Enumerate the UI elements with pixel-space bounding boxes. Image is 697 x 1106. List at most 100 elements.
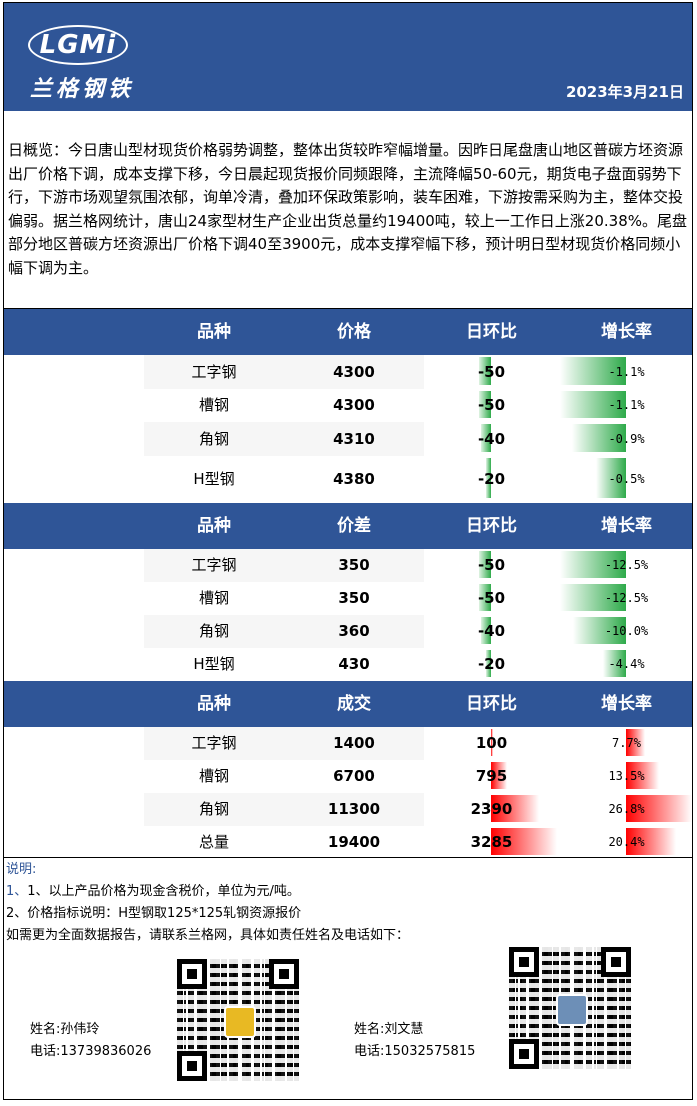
growth-rate-cell: 7.7%	[612, 736, 641, 750]
growth-rate-bar	[560, 584, 626, 611]
growth-rate-cell: 26.8%	[608, 802, 645, 816]
table-row: 槽钢 350 -50 -12.5%	[4, 582, 692, 615]
col-header-volume: 成交	[337, 694, 371, 714]
logo-oval	[28, 25, 128, 65]
col-header-variety: 品种	[197, 322, 231, 342]
growth-rate-cell: -1.1%	[608, 398, 645, 412]
col-header-growth-rate: 增长率	[601, 516, 652, 536]
variety-cell: 槽钢	[144, 582, 284, 615]
col-header-growth-rate: 增长率	[601, 322, 652, 342]
growth-rate-bar	[572, 424, 626, 452]
contact-phone: 电话:13739836026	[30, 1044, 152, 1059]
change-bar	[486, 458, 491, 498]
growth-rate-cell: -0.5%	[608, 472, 645, 486]
table-row: 角钢 4310 -40 -0.9%	[4, 422, 692, 456]
logo-chinese-name: 兰格钢铁	[30, 76, 135, 102]
logo: LGMi	[39, 30, 117, 60]
variety-cell: 工字钢	[144, 727, 284, 760]
growth-rate-bar	[626, 729, 645, 756]
variety-cell: 总量	[144, 826, 284, 859]
table-row: 槽钢 4300 -50 -1.1%	[4, 389, 692, 422]
variety-cell: 槽钢	[144, 389, 284, 422]
daily-change-cell: -20	[477, 655, 506, 673]
variety-cell: 工字钢	[144, 355, 284, 389]
growth-rate-cell: -1.1%	[608, 365, 645, 379]
daily-change-cell: -20	[477, 470, 506, 488]
change-bar	[479, 391, 491, 418]
growth-rate-cell: 13.5%	[608, 769, 645, 783]
contact-name: 姓名:刘文慧	[354, 1022, 424, 1037]
change-bar	[491, 762, 507, 789]
avatar-icon	[556, 994, 588, 1026]
daily-change-cell: -50	[477, 363, 506, 381]
table-row: 工字钢 4300 -50 -1.1%	[4, 355, 692, 389]
table-row: H型钢 430 -20 -4.4%	[4, 648, 692, 681]
report-frame: LGMi 兰格钢铁 2023年3月21日 日概览：今日唐山型材现货价格弱势调整，…	[3, 2, 693, 1100]
variety-cell: H型钢	[144, 648, 284, 681]
notes-title: 说明:	[6, 862, 37, 877]
change-bar	[481, 617, 491, 644]
col-header-spread: 价差	[337, 516, 371, 536]
growth-rate-cell: -0.9%	[608, 432, 645, 446]
qr-code-icon	[509, 947, 631, 1069]
qr-code-icon	[177, 959, 299, 1081]
col-header-variety: 品种	[197, 516, 231, 536]
growth-rate-cell: -12.5%	[604, 558, 649, 572]
growth-rate-cell: -12.5%	[604, 591, 649, 605]
table-header-volume: 品种 成交 日环比 增长率	[4, 681, 692, 727]
col-header-daily-change: 日环比	[466, 322, 517, 342]
table-row: 总量 19400 3285 20.4%	[4, 826, 692, 859]
growth-rate-bar	[626, 762, 660, 789]
daily-change-cell: 795	[475, 767, 508, 785]
variety-cell: 槽钢	[144, 760, 284, 793]
variety-cell: 角钢	[144, 615, 284, 648]
daily-overview: 日概览：今日唐山型材现货价格弱势调整，整体出货较昨窄幅增量。因昨日尾盘唐山地区普…	[8, 141, 688, 277]
value-cell: 4310	[284, 422, 424, 456]
value-cell: 350	[284, 582, 424, 615]
growth-rate-bar	[626, 795, 692, 822]
value-cell: 4380	[284, 456, 424, 502]
divider	[4, 308, 692, 309]
table-header-spread: 品种 价差 日环比 增长率	[4, 503, 692, 549]
table-header-prices: 品种 价格 日环比 增长率	[4, 309, 692, 355]
value-cell: 11300	[284, 793, 424, 826]
notes-line: 1、1、以上产品价格为现金含税价，单位为元/吨。	[6, 884, 300, 899]
change-bar	[479, 551, 491, 578]
daily-change-cell: 100	[475, 734, 508, 752]
variety-cell: 角钢	[144, 422, 284, 456]
growth-rate-bar	[560, 551, 626, 578]
value-cell: 430	[284, 648, 424, 681]
flower-icon	[224, 1006, 256, 1038]
daily-change-cell: -40	[477, 430, 506, 448]
contact-1: 姓名:孙伟玲 电话:13739836026	[30, 1019, 151, 1063]
header-banner: LGMi 兰格钢铁 2023年3月21日	[4, 3, 692, 111]
change-bar	[479, 357, 491, 385]
change-bar	[481, 424, 491, 452]
value-cell: 1400	[284, 727, 424, 760]
col-header-daily-change: 日环比	[466, 694, 517, 714]
col-header-growth-rate: 增长率	[601, 694, 652, 714]
daily-change-cell: -50	[477, 396, 506, 414]
growth-rate-cell: 20.4%	[608, 835, 645, 849]
change-bar	[479, 584, 491, 611]
daily-change-cell: -50	[477, 556, 506, 574]
variety-cell: 工字钢	[144, 549, 284, 582]
notes-line: 如需更为全面数据报告，请联系兰格网，具体如责任姓名及电话如下：	[6, 928, 410, 943]
growth-rate-bar	[560, 391, 626, 418]
change-bar	[491, 729, 493, 756]
growth-rate-bar	[602, 650, 626, 677]
contact-2: 姓名:刘文慧 电话:15032575815	[354, 1019, 475, 1063]
change-bar	[491, 828, 557, 855]
daily-change-cell: -40	[477, 622, 506, 640]
daily-change-cell: 2390	[470, 800, 513, 818]
value-cell: 19400	[284, 826, 424, 859]
change-bar	[486, 650, 491, 677]
value-cell: 4300	[284, 389, 424, 422]
variety-cell: 角钢	[144, 793, 284, 826]
table-row: 角钢 11300 2390 26.8%	[4, 793, 692, 826]
table-row: 工字钢 1400 100 7.7%	[4, 727, 692, 760]
contact-phone: 电话:15032575815	[354, 1044, 476, 1059]
variety-cell: H型钢	[144, 456, 284, 502]
growth-rate-bar	[573, 617, 626, 644]
divider	[4, 857, 692, 858]
